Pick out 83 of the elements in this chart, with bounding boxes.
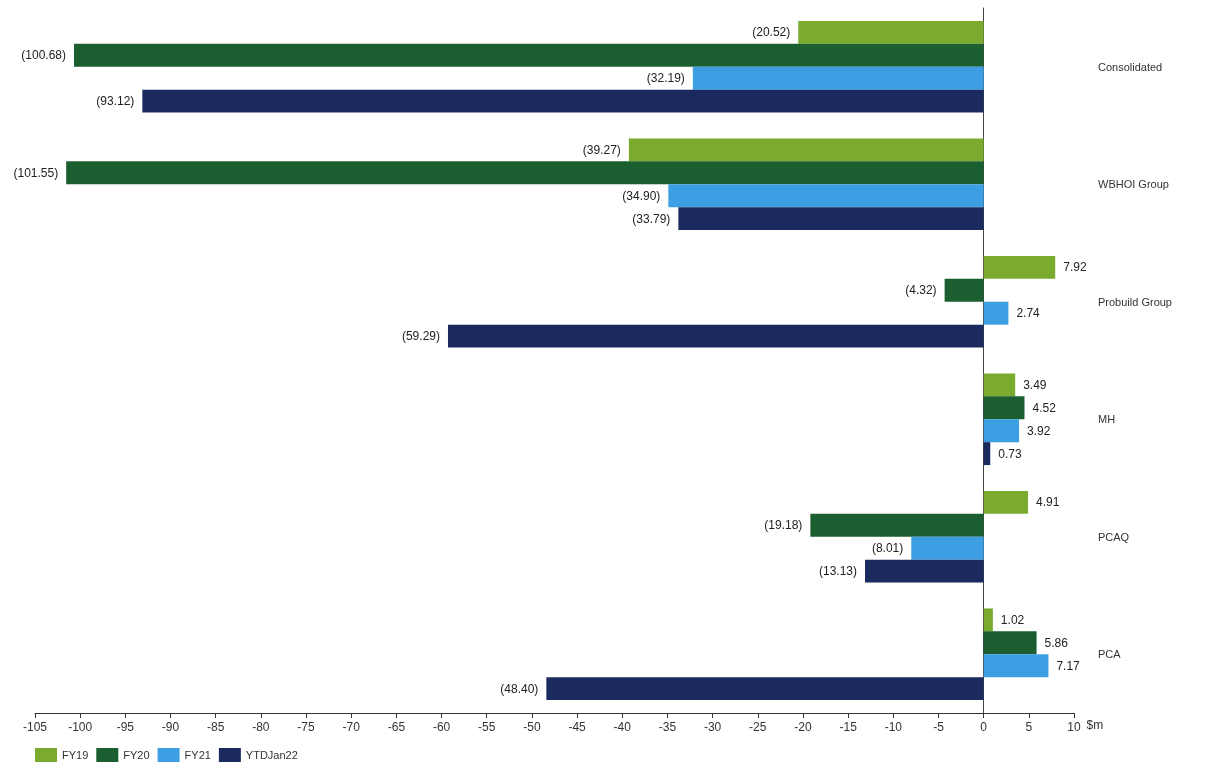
data-label: (100.68) xyxy=(21,48,67,63)
x-axis-title: $m xyxy=(1086,718,1104,732)
legend-label: FY21 xyxy=(184,749,211,761)
bar xyxy=(983,255,1056,279)
x-tick-label: -75 xyxy=(297,720,316,734)
x-tick-label: -80 xyxy=(252,720,270,734)
x-tick-label: 5 xyxy=(1025,720,1033,734)
x-tick-label: -60 xyxy=(432,720,451,734)
data-label: (19.18) xyxy=(764,518,803,533)
data-label: 4.91 xyxy=(1036,495,1060,510)
data-label: 0.73 xyxy=(998,446,1022,461)
bar xyxy=(66,161,984,185)
bar xyxy=(983,373,1016,397)
x-tick-label: 10 xyxy=(1067,720,1081,734)
bar xyxy=(678,207,984,231)
data-label: (8.01) xyxy=(871,541,904,556)
bar xyxy=(983,631,1037,655)
data-label: (32.19) xyxy=(646,71,685,86)
data-label: 1.02 xyxy=(1000,612,1025,627)
data-label: (48.40) xyxy=(500,681,539,696)
bar xyxy=(74,43,984,67)
x-tick-label: -85 xyxy=(207,720,225,734)
y-tick-label: Probuild Group xyxy=(1098,295,1172,308)
y-tick-label: PCAQ xyxy=(1098,530,1130,543)
legend-label: FY19 xyxy=(62,749,89,761)
x-tick-label: -20 xyxy=(794,720,812,734)
x-tick-label: -90 xyxy=(161,720,180,734)
x-tick-label: -65 xyxy=(387,720,406,734)
data-label: (101.55) xyxy=(13,165,59,180)
y-tick-label: WBHOI Group xyxy=(1098,178,1169,191)
bar xyxy=(810,513,984,537)
bar xyxy=(983,442,991,466)
x-tick-label: 0 xyxy=(980,720,988,734)
bar xyxy=(983,396,1025,420)
data-label: 7.92 xyxy=(1063,260,1087,275)
bar xyxy=(944,278,984,302)
legend-label: YTDJan22 xyxy=(245,749,298,761)
data-label: (34.90) xyxy=(622,188,661,203)
bar xyxy=(911,536,984,560)
x-tick-label: -55 xyxy=(478,720,496,734)
data-label: 5.86 xyxy=(1044,635,1069,650)
x-tick-label: -100 xyxy=(68,720,93,734)
y-tick-label: Consolidated xyxy=(1098,60,1163,73)
data-label: (13.13) xyxy=(818,564,858,579)
x-tick-label: -5 xyxy=(933,720,945,734)
bar xyxy=(983,301,1009,325)
data-label: 4.52 xyxy=(1032,400,1057,415)
bar xyxy=(546,677,984,701)
bar xyxy=(798,20,984,44)
legend-label: FY20 xyxy=(123,749,150,761)
bar xyxy=(983,654,1049,678)
x-tick-label: -95 xyxy=(116,720,135,734)
data-label: (20.52) xyxy=(752,25,791,40)
y-tick-label: MH xyxy=(1098,413,1116,426)
bar xyxy=(628,138,984,162)
bar xyxy=(142,89,984,113)
data-label: (39.27) xyxy=(582,142,621,157)
bar xyxy=(865,559,984,583)
bar xyxy=(983,608,993,632)
bar xyxy=(668,184,984,208)
bar xyxy=(692,66,984,90)
x-tick-label: -105 xyxy=(22,720,48,734)
data-label: 3.92 xyxy=(1027,423,1051,438)
data-label: 3.49 xyxy=(1023,377,1047,392)
y-tick-label: PCA xyxy=(1098,648,1122,661)
x-tick-label: -45 xyxy=(568,720,587,734)
bar xyxy=(447,324,984,348)
x-tick-label: -30 xyxy=(703,720,722,734)
data-label: 7.17 xyxy=(1056,658,1081,673)
data-label: (33.79) xyxy=(632,211,671,226)
data-label: (4.32) xyxy=(905,283,937,298)
data-label: 2.74 xyxy=(1016,306,1041,321)
data-label: (59.29) xyxy=(401,329,440,344)
bar xyxy=(983,419,1020,443)
x-tick-label: -10 xyxy=(884,720,903,734)
x-tick-label: -25 xyxy=(749,720,767,734)
x-tick-label: -70 xyxy=(342,720,361,734)
x-tick-label: -50 xyxy=(523,720,541,734)
x-tick-label: -35 xyxy=(658,720,677,734)
x-tick-label: -40 xyxy=(613,720,632,734)
x-tick-label: -15 xyxy=(839,720,858,734)
bar xyxy=(983,490,1029,514)
data-label: (93.12) xyxy=(96,94,135,109)
